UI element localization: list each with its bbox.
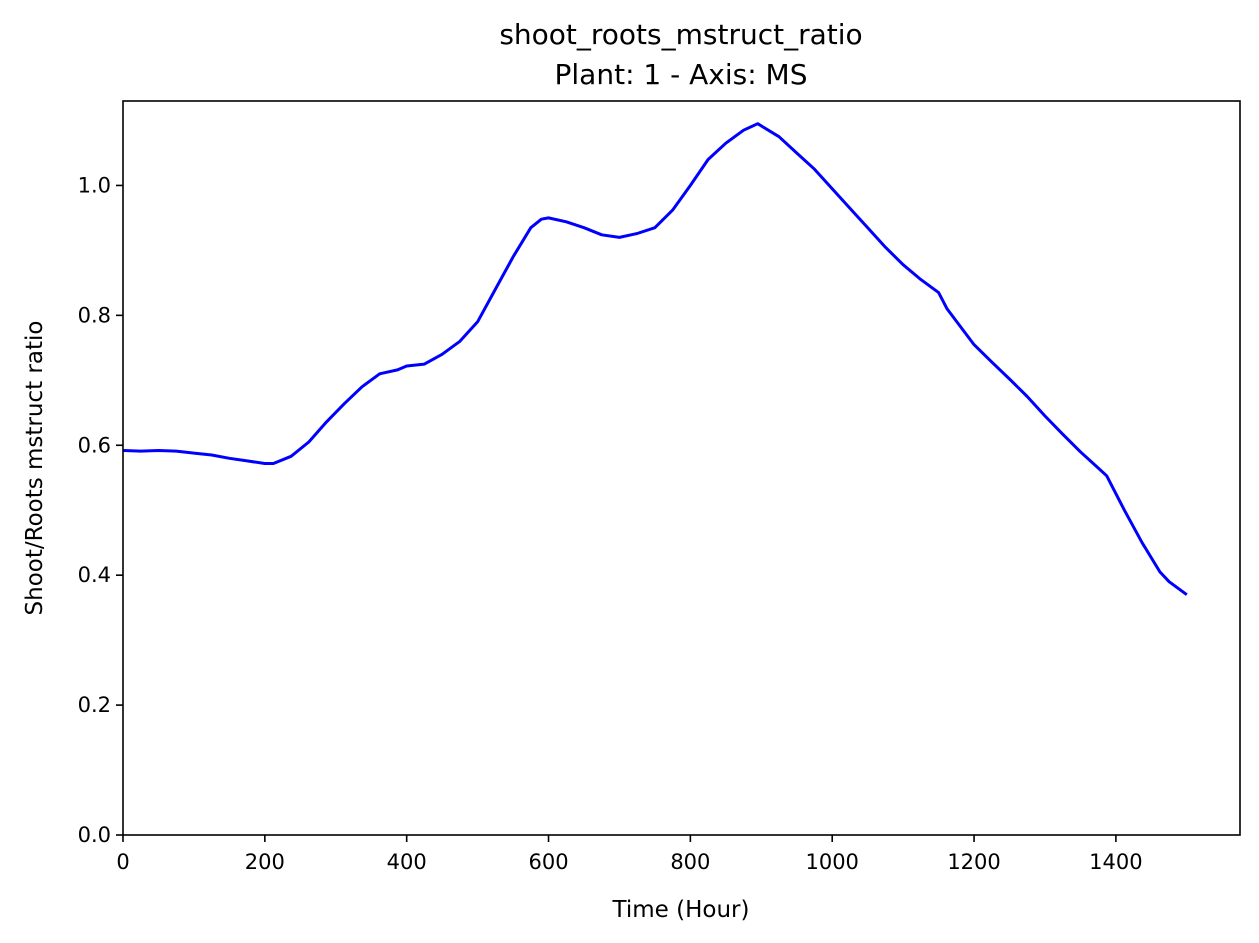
- y-tick-label: 0.0: [78, 823, 111, 847]
- y-tick-label: 0.4: [78, 563, 111, 587]
- y-tick-label: 1.0: [78, 173, 111, 197]
- plot-frame: [122, 100, 1241, 836]
- chart-title: shoot_roots_mstruct_ratio: [499, 18, 862, 51]
- y-tick-label: 0.2: [78, 693, 111, 717]
- plot-line-layer: [122, 122, 1188, 596]
- x-tick-label: 0: [116, 850, 129, 874]
- x-tick-label: 600: [528, 850, 568, 874]
- x-axis-label: Time (Hour): [612, 897, 750, 923]
- y-axis-ticks: 0.0 0.2 0.4 0.6 0.8 1.0: [78, 173, 123, 847]
- chart-subtitle: Plant: 1 - Axis: MS: [555, 58, 808, 91]
- series-line-0: [122, 122, 1188, 596]
- x-tick-label: 400: [387, 850, 427, 874]
- x-axis-ticks: 0 200 400 600 800 1000 1200 1400: [116, 835, 1143, 874]
- y-axis-label: Shoot/Roots mstruct ratio: [22, 321, 48, 616]
- x-tick-label: 200: [245, 850, 285, 874]
- y-tick-label: 0.6: [78, 433, 111, 457]
- x-tick-label: 800: [670, 850, 710, 874]
- y-tick-label: 0.8: [78, 303, 111, 327]
- x-tick-label: 1400: [1089, 850, 1142, 874]
- x-tick-label: 1200: [947, 850, 1000, 874]
- x-tick-label: 1000: [805, 850, 858, 874]
